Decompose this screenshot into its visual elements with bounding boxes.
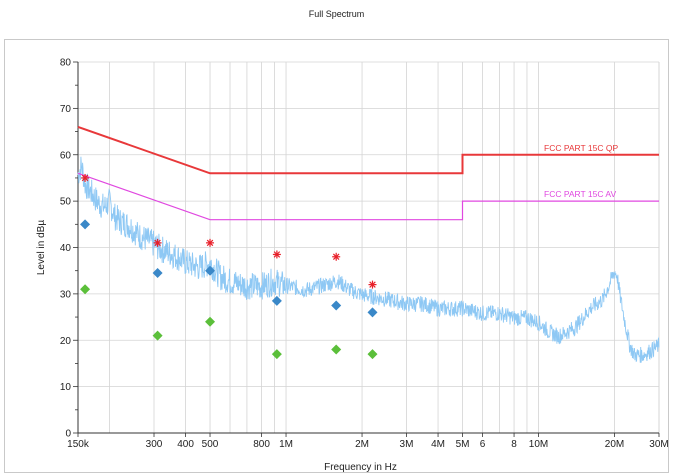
diamond-marker xyxy=(152,330,163,341)
y-tick-label: 80 xyxy=(60,58,72,69)
star-marker-stroke xyxy=(81,174,89,182)
x-tick-label: 150k xyxy=(67,439,90,450)
x-tick-label: 1M xyxy=(279,439,293,450)
diamond-marker xyxy=(271,349,282,360)
y-tick-label: 40 xyxy=(60,243,72,254)
star-marker xyxy=(332,252,341,261)
star-marker-stroke xyxy=(154,239,161,247)
diamond-marker xyxy=(205,265,216,276)
star-marker xyxy=(206,238,215,247)
x-axis-title: Frequency in Hz xyxy=(324,462,397,473)
x-tick-label: 30M xyxy=(649,439,668,450)
x-tick-label: 10M xyxy=(529,439,548,450)
star-marker-stroke xyxy=(369,281,376,288)
y-tick-label: 70 xyxy=(60,104,72,115)
spectrum-trace xyxy=(77,156,660,363)
limit-line-label: FCC PART 15C AV xyxy=(544,189,616,199)
x-tick-label: 800 xyxy=(253,439,270,450)
diamond-marker xyxy=(205,316,216,327)
x-tick-label: 5M xyxy=(456,439,470,450)
star-marker-stroke xyxy=(273,251,281,258)
x-tick-label: 3M xyxy=(400,439,414,450)
y-tick-label: 30 xyxy=(60,289,72,300)
diamond-marker xyxy=(367,349,378,360)
diamond-marker xyxy=(80,284,91,295)
x-tick-label: 500 xyxy=(202,439,219,450)
limit-line xyxy=(77,172,659,221)
star-marker xyxy=(153,238,162,247)
x-tick-label: 4M xyxy=(431,439,445,450)
x-tick-label: 8 xyxy=(511,439,517,450)
y-tick-label: 10 xyxy=(60,382,72,393)
y-tick-label: 60 xyxy=(60,150,72,161)
star-marker xyxy=(368,280,377,289)
y-tick-label: 20 xyxy=(60,336,72,347)
x-tick-label: 2M xyxy=(355,439,369,450)
diamond-marker xyxy=(367,307,378,318)
diamond-marker xyxy=(152,268,163,279)
star-marker xyxy=(272,250,281,259)
diamond-marker xyxy=(80,219,91,230)
chart-frame xyxy=(4,39,669,473)
x-tick-label: 6 xyxy=(480,439,486,450)
x-tick-label: 20M xyxy=(605,439,624,450)
diamond-marker xyxy=(331,300,342,311)
chart-title: Full Spectrum xyxy=(308,9,365,19)
y-tick-label: 0 xyxy=(65,429,71,440)
star-marker-stroke xyxy=(206,239,214,247)
y-tick-label: 50 xyxy=(60,197,72,208)
limit-line-label: FCC PART 15C QP xyxy=(544,143,618,153)
diamond-marker xyxy=(331,344,342,355)
star-marker xyxy=(81,173,90,182)
y-axis-title: Level in dBµ xyxy=(36,220,47,275)
star-marker-stroke xyxy=(332,253,340,261)
x-tick-label: 300 xyxy=(146,439,163,450)
diamond-marker xyxy=(271,295,282,306)
limit-line xyxy=(77,125,659,175)
x-tick-label: 400 xyxy=(177,439,194,450)
